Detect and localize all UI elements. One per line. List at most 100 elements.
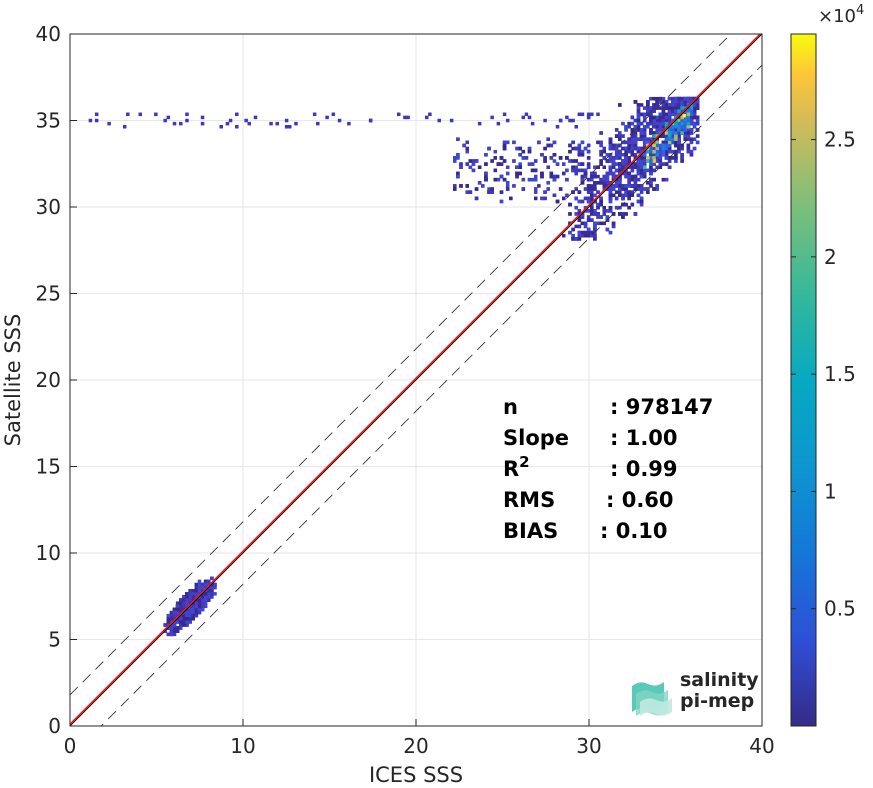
density-cell — [636, 137, 641, 141]
density-cell — [686, 134, 691, 138]
density-cell — [608, 168, 613, 173]
density-cell — [188, 607, 192, 612]
density-cell — [655, 187, 659, 191]
density-cell — [621, 184, 625, 188]
density-cell-dense — [664, 143, 669, 148]
density-cell — [692, 146, 697, 151]
density-cell — [639, 134, 644, 138]
density-cell — [580, 230, 585, 235]
density-cell — [512, 140, 516, 145]
density-cell-dense — [686, 118, 691, 123]
density-cell — [453, 184, 457, 188]
density-cell — [549, 174, 554, 179]
density-cell — [462, 143, 466, 148]
density-cell-dense — [649, 156, 653, 160]
density-cell-dense — [686, 121, 691, 126]
density-cell-stray — [172, 121, 177, 126]
density-cell — [599, 153, 603, 157]
density-cell — [590, 190, 594, 194]
density-cell — [568, 202, 572, 207]
density-cell — [674, 109, 678, 113]
density-cell-dense — [674, 124, 678, 129]
density-cell — [577, 230, 582, 235]
density-cell — [630, 202, 635, 207]
stat-sep: : — [610, 457, 626, 481]
density-cell — [683, 103, 687, 107]
density-cell — [633, 187, 638, 191]
density-cell — [664, 149, 669, 154]
density-cell — [590, 212, 594, 216]
stat-label: BIAS — [503, 519, 558, 543]
density-cell — [172, 629, 177, 633]
density-cell — [203, 604, 208, 609]
density-cell-dense — [683, 118, 687, 123]
stat-label-text: RMS — [503, 488, 555, 512]
density-cell — [524, 156, 529, 160]
x-tick-label: 40 — [749, 734, 774, 758]
density-cell — [618, 187, 622, 191]
density-cell — [618, 212, 622, 216]
density-cell — [627, 124, 631, 129]
density-cell — [481, 184, 485, 188]
density-cell — [618, 181, 622, 185]
density-cell-dense — [661, 143, 666, 148]
density-cell — [574, 187, 578, 191]
density-cell — [562, 171, 566, 176]
density-cell-dense — [646, 149, 650, 154]
density-cell — [574, 237, 578, 241]
density-cell — [655, 100, 659, 104]
density-cell — [185, 623, 189, 627]
density-cell — [558, 156, 563, 160]
density-cell — [169, 613, 174, 618]
density-cell — [543, 196, 547, 201]
density-cell — [624, 159, 628, 163]
density-cell-dense — [677, 124, 681, 129]
density-cell — [571, 159, 575, 163]
density-cell-stray — [138, 112, 143, 117]
density-cell — [608, 199, 613, 204]
lower-bound-line — [100, 64, 762, 726]
density-cell — [540, 171, 544, 176]
density-cell — [692, 106, 697, 110]
density-cell — [182, 604, 186, 609]
density-cell — [630, 190, 635, 194]
density-cell — [652, 96, 656, 101]
density-cell — [649, 137, 653, 141]
density-cell — [627, 143, 631, 148]
density-cell — [465, 149, 469, 154]
density-cell — [583, 174, 588, 179]
density-cell — [611, 162, 616, 166]
density-cell — [568, 212, 572, 216]
density-cell — [614, 153, 619, 157]
density-cell-dense — [652, 149, 656, 154]
density-cell-stray — [219, 124, 223, 129]
density-cell — [599, 202, 603, 207]
density-cell-dense — [667, 128, 672, 132]
density-cell — [586, 143, 591, 148]
density-cell — [484, 171, 488, 176]
density-cell — [512, 184, 516, 188]
density-cell — [692, 121, 697, 126]
density-cell — [197, 601, 202, 605]
density-cell — [602, 149, 607, 154]
density-cell — [590, 174, 594, 179]
density-cell-dense — [689, 112, 694, 117]
density-cell — [689, 121, 694, 126]
density-cell — [695, 140, 700, 145]
density-cell — [549, 171, 554, 176]
density-cell — [552, 153, 557, 157]
density-cell — [596, 140, 600, 145]
density-cell — [521, 156, 526, 160]
colorbar-tick-label: 1 — [824, 479, 837, 503]
x-tick-label: 20 — [403, 734, 428, 758]
density-cell — [627, 171, 631, 176]
density-cell — [636, 124, 641, 129]
density-cell — [509, 196, 513, 201]
density-cell — [692, 124, 697, 129]
density-cell-dense — [686, 112, 691, 117]
density-cell — [580, 174, 585, 179]
density-cell — [618, 137, 622, 141]
density-cell — [639, 128, 644, 132]
density-cell — [166, 617, 171, 621]
density-cell-stray — [166, 115, 171, 120]
